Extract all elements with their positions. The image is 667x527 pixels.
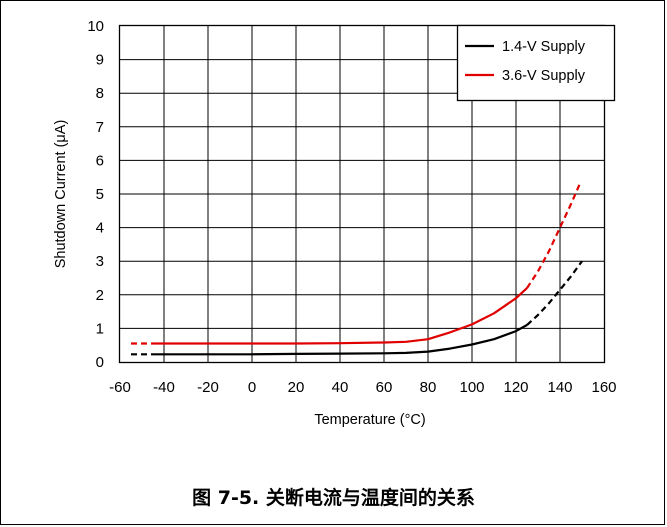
y-tick-label: 0 bbox=[96, 354, 104, 371]
series-3.6v-dashed-high bbox=[526, 183, 581, 289]
series-3.6v-line bbox=[153, 287, 528, 345]
x-tick-label: 80 bbox=[420, 379, 437, 396]
x-tick-label: 20 bbox=[288, 379, 305, 396]
x-tick-label: -60 bbox=[109, 379, 131, 396]
x-tick-label: -20 bbox=[197, 379, 219, 396]
y-tick-labels: 0 1 2 3 4 5 6 7 8 9 10 bbox=[87, 18, 104, 371]
x-tick-label: 100 bbox=[459, 379, 484, 396]
y-tick-label: 8 bbox=[96, 85, 104, 102]
y-tick-label: 2 bbox=[96, 287, 104, 304]
legend-box bbox=[456, 24, 616, 102]
y-tick-label: 3 bbox=[96, 253, 104, 270]
series-1.4v-line bbox=[153, 324, 528, 356]
y-tick-label: 5 bbox=[96, 186, 104, 203]
x-tick-label: 120 bbox=[503, 379, 528, 396]
x-tick-labels: -60 -40 -20 0 20 40 60 80 100 120 140 160 bbox=[109, 379, 616, 396]
x-tick-label: -40 bbox=[153, 379, 175, 396]
plot-area-border bbox=[118, 24, 606, 364]
y-tick-label: 1 bbox=[96, 320, 104, 337]
y-tick-label: 10 bbox=[87, 18, 104, 35]
figure-caption: 图 7-5. 关断电流与温度间的关系 bbox=[192, 487, 475, 509]
chart: 0 1 2 3 4 5 6 7 8 9 10 -60 -40 -20 0 20 40 60 80 100 120 140… bbox=[53, 18, 617, 428]
x-axis-label: Temperature (°C) bbox=[314, 412, 425, 428]
x-tick-label: 60 bbox=[376, 379, 393, 396]
y-axis-label: Shutdown Current (μA) bbox=[53, 120, 69, 269]
y-tick-label: 7 bbox=[96, 119, 104, 136]
series-lines bbox=[131, 183, 583, 356]
legend-label-3.6v: 3.6-V Supply bbox=[502, 68, 586, 84]
x-tick-label: 40 bbox=[332, 379, 349, 396]
y-tick-label: 9 bbox=[96, 52, 104, 69]
series-1.4v-dashed-high bbox=[526, 260, 583, 326]
x-tick-label: 0 bbox=[248, 379, 256, 396]
y-tick-label: 6 bbox=[96, 152, 104, 169]
x-tick-label: 140 bbox=[547, 379, 572, 396]
y-tick-label: 4 bbox=[96, 220, 104, 237]
legend: 1.4-V Supply 3.6-V Supply bbox=[456, 24, 616, 102]
legend-label-1.4v: 1.4-V Supply bbox=[502, 39, 586, 55]
x-tick-label: 160 bbox=[591, 379, 616, 396]
